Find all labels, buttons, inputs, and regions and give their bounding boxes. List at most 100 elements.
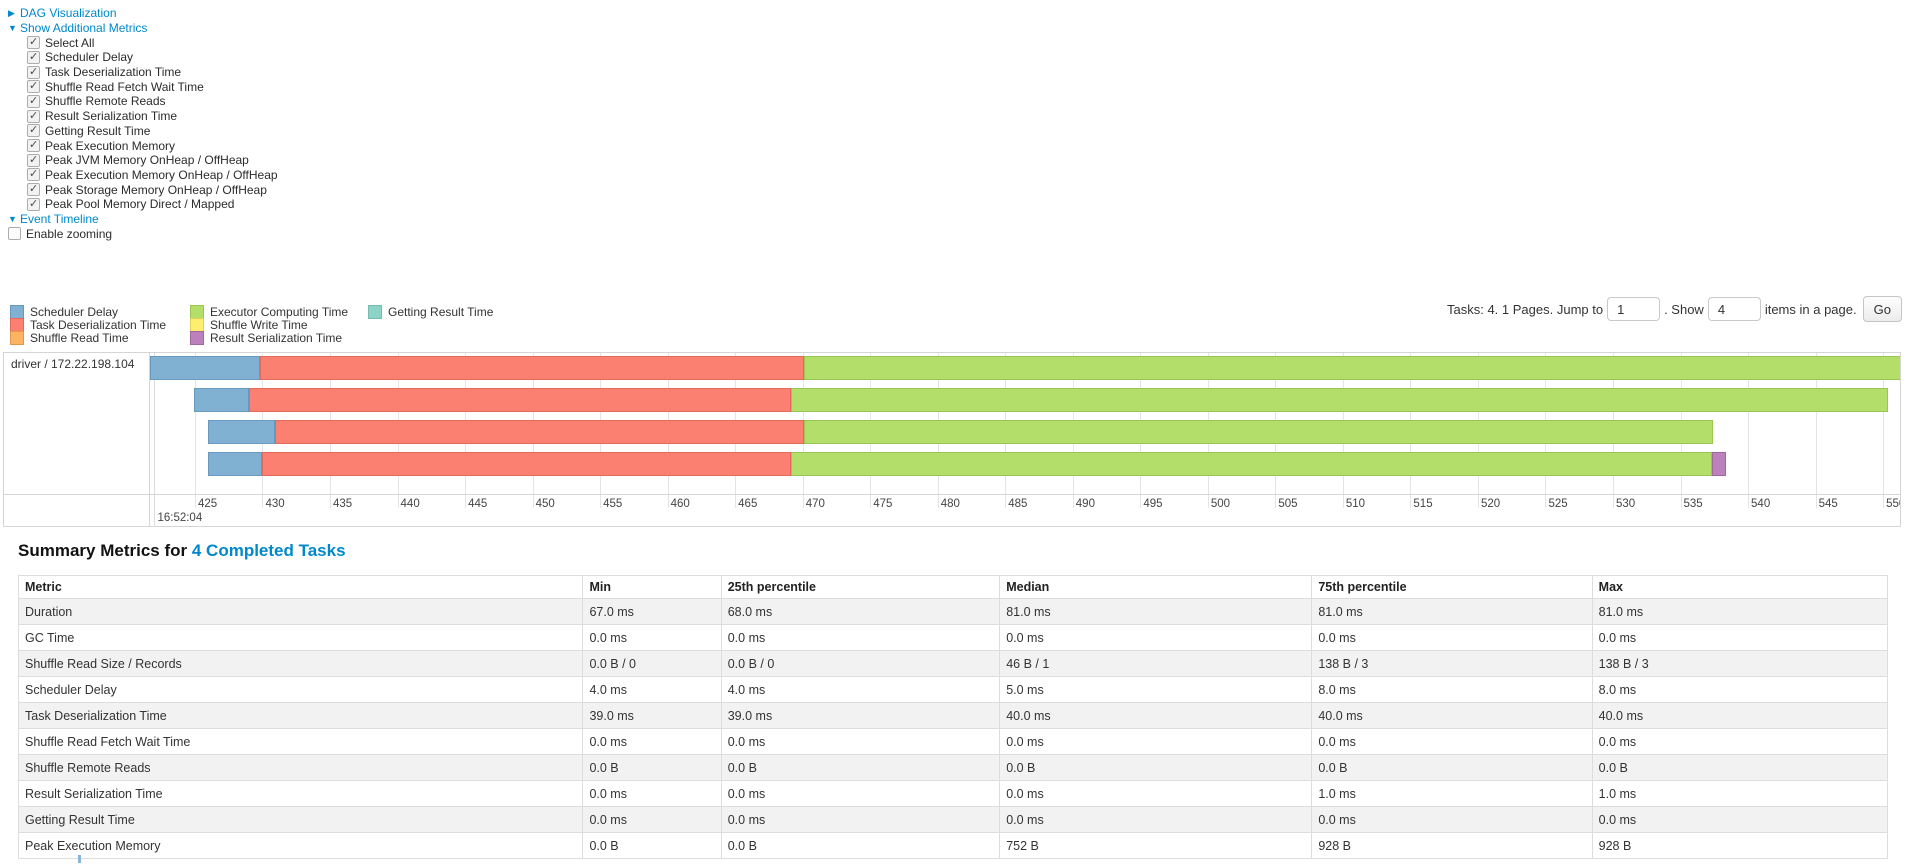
checkbox-label: Shuffle Remote Reads	[45, 94, 166, 109]
metric-value-cell: 0.0 B / 0	[582, 650, 722, 677]
metric-option-peak-jvm-memory-onheap-offheap[interactable]: Peak JVM Memory OnHeap / OffHeap	[8, 153, 278, 168]
checkbox-icon[interactable]	[27, 65, 40, 79]
metric-name-cell: Shuffle Remote Reads	[17, 754, 584, 781]
task-bar-segment-scheduler-delay[interactable]	[193, 388, 249, 412]
metric-option-shuffle-remote-reads[interactable]: Shuffle Remote Reads	[8, 94, 278, 109]
checkbox-label: Peak Pool Memory Direct / Mapped	[45, 197, 235, 212]
axis-tick	[1748, 495, 1750, 508]
legend-swatch-icon	[190, 330, 204, 345]
checkbox-label: Peak Execution Memory	[45, 138, 176, 153]
metric-value-cell: 0.0 ms	[720, 806, 1001, 833]
metric-value-cell: 4.0 ms	[720, 676, 1001, 703]
option-enable-zooming[interactable]: Enable zooming	[8, 226, 278, 241]
legend-item-result-serialization-time: Result Serialization Time	[190, 330, 348, 345]
checkbox-icon[interactable]	[27, 35, 40, 50]
checkbox-icon[interactable]	[27, 153, 40, 167]
task-bar-segment-task-deserialization-time[interactable]	[248, 388, 791, 412]
toggle-show-additional-metrics[interactable]: ▼ Show Additional Metrics	[8, 21, 278, 36]
metric-value-cell: 40.0 ms	[999, 702, 1313, 729]
metrics-controls: ▶ DAG Visualization ▼ Show Additional Metri…	[8, 6, 278, 241]
checkbox-icon[interactable]	[27, 123, 40, 138]
checkbox-icon[interactable]	[27, 167, 40, 182]
metric-value-cell: 81.0 ms	[1311, 598, 1593, 625]
legend-item-task-deserialization-time: Task Deserialization Time	[10, 317, 166, 332]
checkbox-label: Peak JVM Memory OnHeap / OffHeap	[45, 153, 249, 168]
axis-tick-label: 470	[805, 498, 825, 510]
task-bar-segment-scheduler-delay[interactable]	[208, 452, 263, 476]
task-bar-segment-scheduler-delay[interactable]	[208, 420, 275, 444]
toggle-dag-visualization[interactable]: ▶ DAG Visualization	[8, 6, 278, 21]
metric-option-peak-storage-memory-onheap-offheap[interactable]: Peak Storage Memory OnHeap / OffHeap	[8, 182, 278, 197]
items-per-page-input[interactable]	[1707, 297, 1761, 321]
metric-value-cell: 0.0 ms	[1311, 624, 1593, 651]
metric-value-cell: 67.0 ms	[582, 598, 722, 625]
metric-option-scheduler-delay[interactable]: Scheduler Delay	[8, 50, 278, 65]
table-row-shuffle-read-size-records: Shuffle Read Size / Records 0.0 B / 0 0.0 …	[17, 650, 1889, 677]
axis-tick	[1140, 495, 1142, 508]
toggle-event-timeline[interactable]: ▼ Event Timeline	[8, 212, 278, 227]
task-bar-segment-executor-computing-time[interactable]	[804, 356, 1900, 380]
checkbox-icon[interactable]	[8, 227, 21, 241]
axis-tick-label: 485	[1008, 498, 1028, 510]
checkbox-icon[interactable]	[27, 50, 40, 64]
metric-name-cell: Getting Result Time	[17, 806, 584, 833]
checkbox-icon[interactable]	[27, 109, 40, 123]
table-row-gc-time: GC Time 0.0 ms 0.0 ms 0.0 ms 0.0 ms 0.0 ms	[17, 624, 1889, 651]
metric-name-cell: Peak Execution Memory	[17, 832, 584, 859]
jump-to-page-input[interactable]	[1607, 297, 1661, 321]
table-row-duration: Duration 67.0 ms 68.0 ms 81.0 ms 81.0 ms 81.0…	[17, 598, 1889, 625]
checkbox-icon[interactable]	[27, 182, 40, 197]
toggle-dag-visualization-label: DAG Visualization	[20, 6, 117, 21]
metric-option-peak-execution-memory-onheap-offheap[interactable]: Peak Execution Memory OnHeap / OffHeap	[8, 167, 278, 183]
checkbox-label: Peak Storage Memory OnHeap / OffHeap	[45, 182, 267, 197]
metric-value-cell: 40.0 ms	[1591, 702, 1889, 729]
metric-name-cell: Result Serialization Time	[17, 780, 584, 807]
pagination-show-label: . Show	[1664, 301, 1704, 317]
metric-option-shuffle-read-fetch-wait-time[interactable]: Shuffle Read Fetch Wait Time	[8, 79, 278, 94]
task-bar-segment-executor-computing-time[interactable]	[790, 388, 1889, 412]
metric-value-cell: 0.0 ms	[582, 624, 722, 651]
legend-column: Scheduler Delay Task Deserialization Time…	[10, 304, 166, 345]
toggle-event-timeline-label: Event Timeline	[20, 211, 99, 226]
metric-value-cell: 0.0 ms	[582, 780, 722, 807]
task-pagination: Tasks: 4. 1 Pages. Jump to . Show items …	[1447, 296, 1902, 322]
metric-option-peak-execution-memory[interactable]: Peak Execution Memory	[8, 138, 278, 153]
checkbox-icon[interactable]	[27, 79, 40, 94]
metric-option-peak-pool-memory-direct-mapped[interactable]: Peak Pool Memory Direct / Mapped	[8, 197, 278, 212]
task-bar-segment-task-deserialization-time[interactable]	[262, 452, 791, 476]
major-gridline	[154, 353, 156, 494]
table-row-getting-result-time: Getting Result Time 0.0 ms 0.0 ms 0.0 ms 0.0…	[17, 806, 1889, 833]
column-header-min: Min	[582, 575, 722, 599]
metric-value-cell: 0.0 ms	[582, 806, 722, 833]
go-button[interactable]: Go	[1862, 296, 1902, 322]
metric-value-cell: 1.0 ms	[1591, 780, 1889, 807]
legend-column: Getting Result Time	[368, 304, 493, 319]
metric-value-cell: 81.0 ms	[1591, 598, 1889, 625]
checkbox-icon[interactable]	[27, 94, 40, 108]
metric-value-cell: 0.0 ms	[1311, 806, 1593, 833]
checkbox-label: Result Serialization Time	[45, 109, 178, 124]
axis-tick-label: 475	[873, 498, 893, 510]
task-bar-segment-task-deserialization-time[interactable]	[274, 420, 805, 444]
checkbox-label: Enable zooming	[26, 226, 113, 241]
task-bar-segment-executor-computing-time[interactable]	[804, 420, 1713, 444]
metric-option-result-serialization-time[interactable]: Result Serialization Time	[8, 109, 278, 124]
axis-tick-label: 525	[1548, 498, 1568, 510]
task-bar-segment-task-deserialization-time[interactable]	[259, 356, 805, 380]
task-bar-segment-executor-computing-time[interactable]	[790, 452, 1712, 476]
axis-major-time-label: 16:52:04	[157, 512, 203, 524]
pagination-suffix: items in a page.	[1764, 301, 1857, 317]
metric-option-getting-result-time[interactable]: Getting Result Time	[8, 123, 278, 139]
metric-option-task-deserialization-time[interactable]: Task Deserialization Time	[8, 65, 278, 80]
axis-tick-label: 500	[1210, 498, 1231, 510]
task-bar-segment-scheduler-delay[interactable]	[150, 356, 260, 380]
axis-tick	[465, 495, 467, 508]
task-bar-segment-result-serialization-time[interactable]	[1711, 452, 1727, 476]
checkbox-icon[interactable]	[27, 138, 40, 153]
summary-metrics-table: Metric Min 25th percentile Median 75th perce…	[17, 575, 1889, 859]
completed-tasks-link[interactable]: 4 Completed Tasks	[191, 541, 346, 560]
metric-value-cell: 0.0 ms	[999, 780, 1313, 807]
metric-option-select-all[interactable]: Select All	[8, 35, 278, 50]
checkbox-icon[interactable]	[27, 197, 40, 211]
